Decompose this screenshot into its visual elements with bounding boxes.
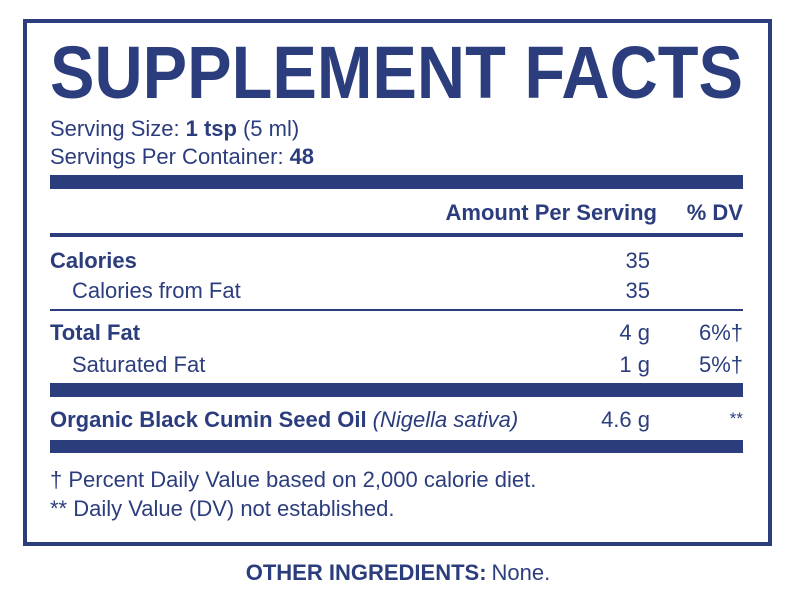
row-amount: 35: [626, 278, 650, 303]
other-ingredients-label: OTHER INGREDIENTS:: [246, 560, 487, 585]
row-amount: 4.6 g: [601, 407, 650, 432]
other-ingredients-value: None.: [492, 560, 551, 585]
other-ingredients: OTHER INGREDIENTS: None.: [246, 560, 551, 585]
row-name: Organic Black Cumin Seed Oil (Nigella sat…: [50, 407, 518, 432]
serving-size-value: 1 tsp: [186, 116, 237, 141]
row-amount: 4 g: [619, 320, 650, 345]
column-header: Amount Per Serving: [446, 200, 657, 225]
row-name: Calories: [50, 248, 137, 273]
servings-value: 48: [290, 144, 314, 169]
serving-size-label: Serving Size:: [50, 116, 180, 141]
row-dv: 6%†: [699, 320, 743, 345]
serving-size: Serving Size: 1 tsp (5 ml): [50, 116, 299, 141]
row-amount: 35: [626, 248, 650, 273]
divider: [50, 233, 743, 237]
servings-per-container: Servings Per Container: 48: [50, 144, 314, 169]
divider: [50, 440, 743, 453]
column-header: % DV: [687, 200, 744, 225]
ingredient-latin: (Nigella sativa): [373, 407, 519, 432]
row-name: Saturated Fat: [72, 352, 205, 377]
border: [23, 19, 772, 546]
row-dv: 5%†: [699, 352, 743, 377]
divider: [50, 383, 743, 397]
row-name: Total Fat: [50, 320, 141, 345]
ingredient-name: Organic Black Cumin Seed Oil: [50, 407, 367, 432]
row-dv: **: [730, 409, 744, 428]
row-name: Calories from Fat: [72, 278, 241, 303]
servings-label: Servings Per Container:: [50, 144, 284, 169]
serving-size-note: (5 ml): [243, 116, 299, 141]
footnote: † Percent Daily Value based on 2,000 cal…: [50, 467, 536, 492]
title: SUPPLEMENT FACTS: [50, 31, 743, 114]
row-amount: 1 g: [619, 352, 650, 377]
divider: [50, 309, 743, 311]
footnote: ** Daily Value (DV) not established.: [50, 496, 394, 521]
divider: [50, 175, 743, 189]
